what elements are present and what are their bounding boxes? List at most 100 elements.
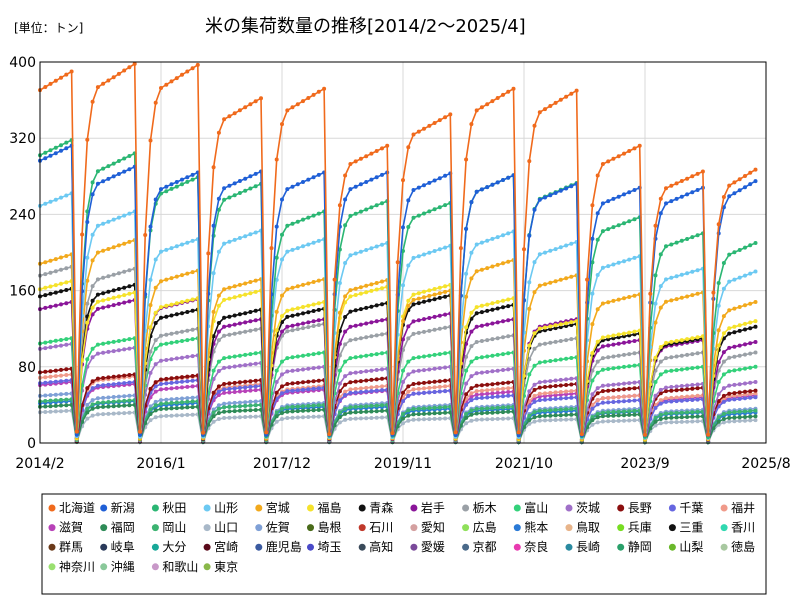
series-point [148, 404, 153, 409]
series-point [558, 383, 563, 388]
series-point [622, 296, 626, 301]
series-point [101, 341, 106, 346]
series-point [153, 384, 158, 389]
series-point [159, 86, 163, 90]
series-point [679, 395, 684, 399]
series-point [243, 105, 248, 110]
series-point [311, 302, 316, 307]
legend-label: 香川 [731, 521, 755, 535]
series-point [169, 331, 174, 336]
legend-item: 山梨 [668, 540, 703, 554]
series-point [606, 413, 611, 418]
series-point [153, 408, 158, 413]
series-point [374, 244, 379, 249]
series-point [301, 321, 305, 326]
series-point [474, 305, 479, 310]
series-point [364, 283, 369, 288]
series-point [606, 410, 611, 415]
series-point [216, 369, 221, 373]
series-point [358, 182, 363, 187]
series-point [548, 413, 553, 418]
series-point [159, 333, 163, 338]
series-point [679, 398, 684, 403]
series-point [101, 81, 106, 86]
series-point [406, 336, 411, 341]
series-point [558, 188, 563, 193]
series-point [558, 322, 563, 327]
series-point [380, 172, 384, 177]
series-point [53, 374, 58, 379]
series-point [43, 272, 48, 277]
series-point [358, 322, 363, 327]
series-point [127, 211, 132, 216]
series-point [437, 205, 442, 210]
series-point [664, 385, 668, 390]
series-point [743, 273, 747, 278]
series-point [190, 337, 195, 342]
series-point [653, 415, 658, 420]
series-point [316, 414, 321, 419]
series-point [280, 122, 284, 127]
legend-marker [100, 563, 108, 571]
series-point [369, 409, 374, 414]
series-point [285, 187, 290, 192]
series-point [380, 332, 384, 337]
series-point [216, 411, 221, 415]
legend-item: 栃木 [462, 501, 497, 515]
series-point [337, 203, 342, 208]
series-point [506, 297, 511, 302]
series-point [237, 408, 242, 413]
series-point [111, 349, 116, 354]
series-point [374, 403, 379, 408]
legend-item: 青森 [358, 500, 393, 515]
series-point [190, 270, 195, 275]
series-point [721, 331, 726, 336]
series-point [443, 245, 448, 250]
series-point [69, 69, 74, 74]
series-point [590, 418, 595, 423]
series-point [211, 368, 216, 373]
series-point [495, 387, 500, 392]
series-point [401, 319, 405, 324]
series-point [606, 400, 611, 405]
legend-item: 島根 [307, 520, 342, 535]
series-point [211, 414, 216, 419]
series-point [664, 356, 668, 361]
series-point [622, 394, 626, 399]
series-point [43, 410, 48, 414]
series-point [443, 325, 448, 330]
series-point [727, 252, 732, 257]
series-point [422, 289, 426, 294]
series-point [437, 326, 442, 331]
series-point [174, 375, 179, 380]
series-point [674, 395, 679, 400]
legend-item: 茨城 [565, 501, 600, 515]
series-point [153, 257, 158, 262]
series-point [148, 370, 153, 375]
series-point [495, 368, 500, 373]
series-point [669, 368, 674, 373]
series-point [53, 368, 58, 373]
series-point [222, 405, 227, 410]
series-point [64, 280, 69, 285]
series-point [753, 300, 758, 304]
series-point [669, 399, 674, 404]
legend-marker [48, 504, 56, 512]
series-point [253, 361, 258, 366]
series-point [306, 415, 311, 419]
series-point [53, 409, 58, 414]
series-point [159, 187, 163, 192]
legend-label: 福島 [318, 500, 342, 515]
series-point [248, 186, 253, 191]
series-point [753, 395, 758, 400]
series-point [690, 174, 695, 179]
series-point [301, 326, 305, 331]
series-point [569, 391, 574, 396]
legend-label: 京都 [473, 540, 497, 554]
series-point [627, 190, 632, 195]
series-point [222, 382, 227, 386]
series-point [343, 417, 348, 422]
series-point [569, 274, 574, 279]
series-point [159, 401, 163, 406]
series-point [111, 411, 116, 416]
